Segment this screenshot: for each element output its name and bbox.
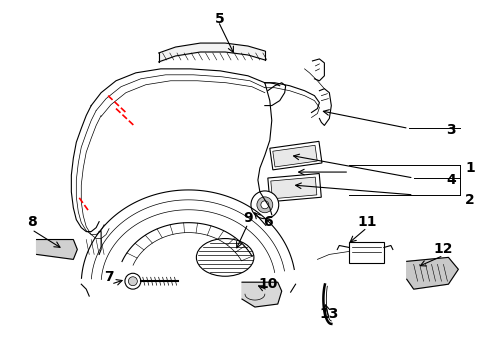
Text: 6: 6: [263, 215, 272, 229]
Text: 10: 10: [258, 277, 277, 291]
Text: 7: 7: [104, 270, 114, 284]
Circle shape: [124, 273, 141, 289]
Text: 4: 4: [446, 173, 455, 187]
Text: 3: 3: [446, 123, 455, 138]
Text: 8: 8: [27, 215, 37, 229]
Text: 11: 11: [357, 215, 376, 229]
Bar: [272, 145, 317, 167]
Text: 2: 2: [465, 193, 474, 207]
Polygon shape: [242, 282, 281, 307]
Circle shape: [256, 197, 272, 213]
Text: 13: 13: [319, 307, 338, 321]
Polygon shape: [37, 239, 77, 260]
Ellipse shape: [196, 239, 253, 276]
Bar: [348, 242, 383, 264]
Circle shape: [128, 277, 137, 286]
Circle shape: [250, 191, 278, 219]
Text: 1: 1: [465, 161, 474, 175]
Bar: [267, 174, 321, 202]
Text: 12: 12: [433, 242, 452, 256]
Polygon shape: [406, 257, 457, 289]
Text: 5: 5: [215, 12, 224, 26]
Bar: [269, 141, 321, 170]
Text: 9: 9: [243, 211, 252, 225]
Bar: [270, 177, 316, 199]
Circle shape: [260, 201, 268, 209]
